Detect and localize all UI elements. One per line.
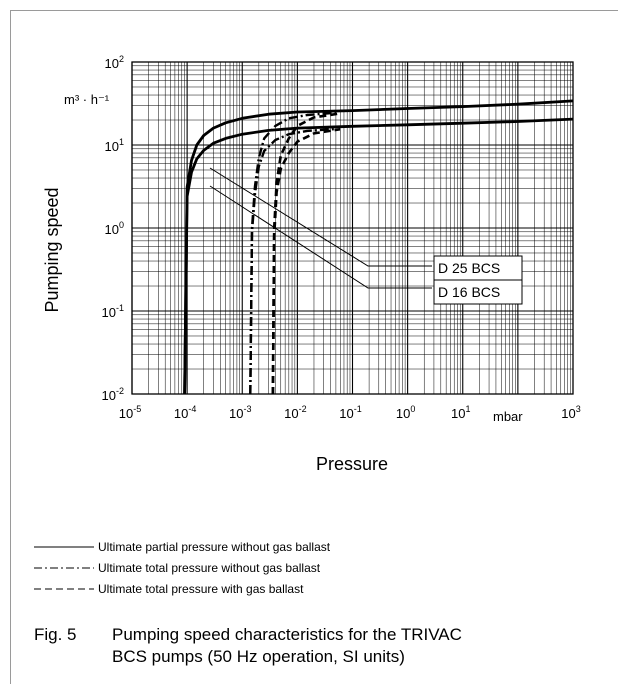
- legend-label: Ultimate total pressure with gas ballast: [98, 581, 304, 596]
- series-dash-dot-line: [249, 127, 336, 395]
- plot-area-frame: [131, 61, 574, 395]
- x-tick-label: 10-2: [284, 404, 306, 421]
- x-tick-label: 103: [561, 404, 580, 421]
- figure-caption-text: Pumping speed characteristics for the TR…: [112, 625, 462, 666]
- x-tick-label: 10-5: [119, 404, 141, 421]
- figure-frame-top: [10, 10, 618, 11]
- y-axis-unit: m³ · h⁻¹: [64, 92, 110, 107]
- series-dash-dot-line: [249, 111, 336, 395]
- annotation-label: D 25 BCS: [438, 260, 500, 276]
- legend-item-dash-dot: Ultimate total pressure without gas ball…: [34, 557, 330, 578]
- y-tick-label: 102: [105, 54, 124, 71]
- figure-caption: Fig. 5 Pumping speed characteristics for…: [34, 624, 472, 668]
- legend-item-dashed: Ultimate total pressure with gas ballast: [34, 578, 330, 599]
- x-axis-unit: mbar: [493, 409, 523, 424]
- x-tick-label: 10-1: [339, 404, 361, 421]
- series-solid-line: [183, 117, 574, 395]
- figure-number: Fig. 5: [34, 625, 77, 644]
- annotation-box: [433, 279, 523, 305]
- y-axis-label: Pumping speed: [42, 187, 62, 312]
- y-tick-label: 10-2: [102, 386, 124, 403]
- legend-line-dash-dot: [34, 567, 94, 568]
- annotation-leader-line: [209, 185, 432, 289]
- series-dashed-line: [271, 127, 341, 395]
- legend-label: Ultimate partial pressure without gas ba…: [98, 539, 331, 554]
- y-tick-label: 100: [105, 220, 124, 237]
- legend: Ultimate partial pressure without gas ba…: [34, 536, 330, 599]
- x-tick-label: 10-3: [229, 404, 251, 421]
- annotation-label: D 16 BCS: [438, 284, 500, 300]
- tick-labels: 10-5 10-4 10-3 10-2 10-1 100 101 103 102 101 100 10…: [102, 54, 581, 424]
- x-axis-label: Pressure: [316, 454, 388, 474]
- legend-item-solid: Ultimate partial pressure without gas ba…: [34, 536, 330, 557]
- annotation-leader-line: [209, 167, 432, 267]
- data-series: [183, 99, 574, 395]
- legend-line-dashed: [34, 588, 94, 589]
- legend-line-solid: [34, 546, 94, 547]
- series-dashed-line: [271, 112, 341, 395]
- y-tick-label: 101: [105, 137, 124, 154]
- x-tick-label: 101: [451, 404, 470, 421]
- series-solid-line: [183, 99, 574, 395]
- figure-frame-left: [10, 10, 11, 684]
- pump-annotations: D 25 BCS D 16 BCS: [209, 167, 523, 305]
- x-tick-label: 100: [396, 404, 415, 421]
- x-tick-label: 10-4: [174, 404, 196, 421]
- y-tick-label: 10-1: [102, 303, 124, 320]
- annotation-box: [433, 255, 523, 281]
- legend-label: Ultimate total pressure without gas ball…: [98, 560, 321, 575]
